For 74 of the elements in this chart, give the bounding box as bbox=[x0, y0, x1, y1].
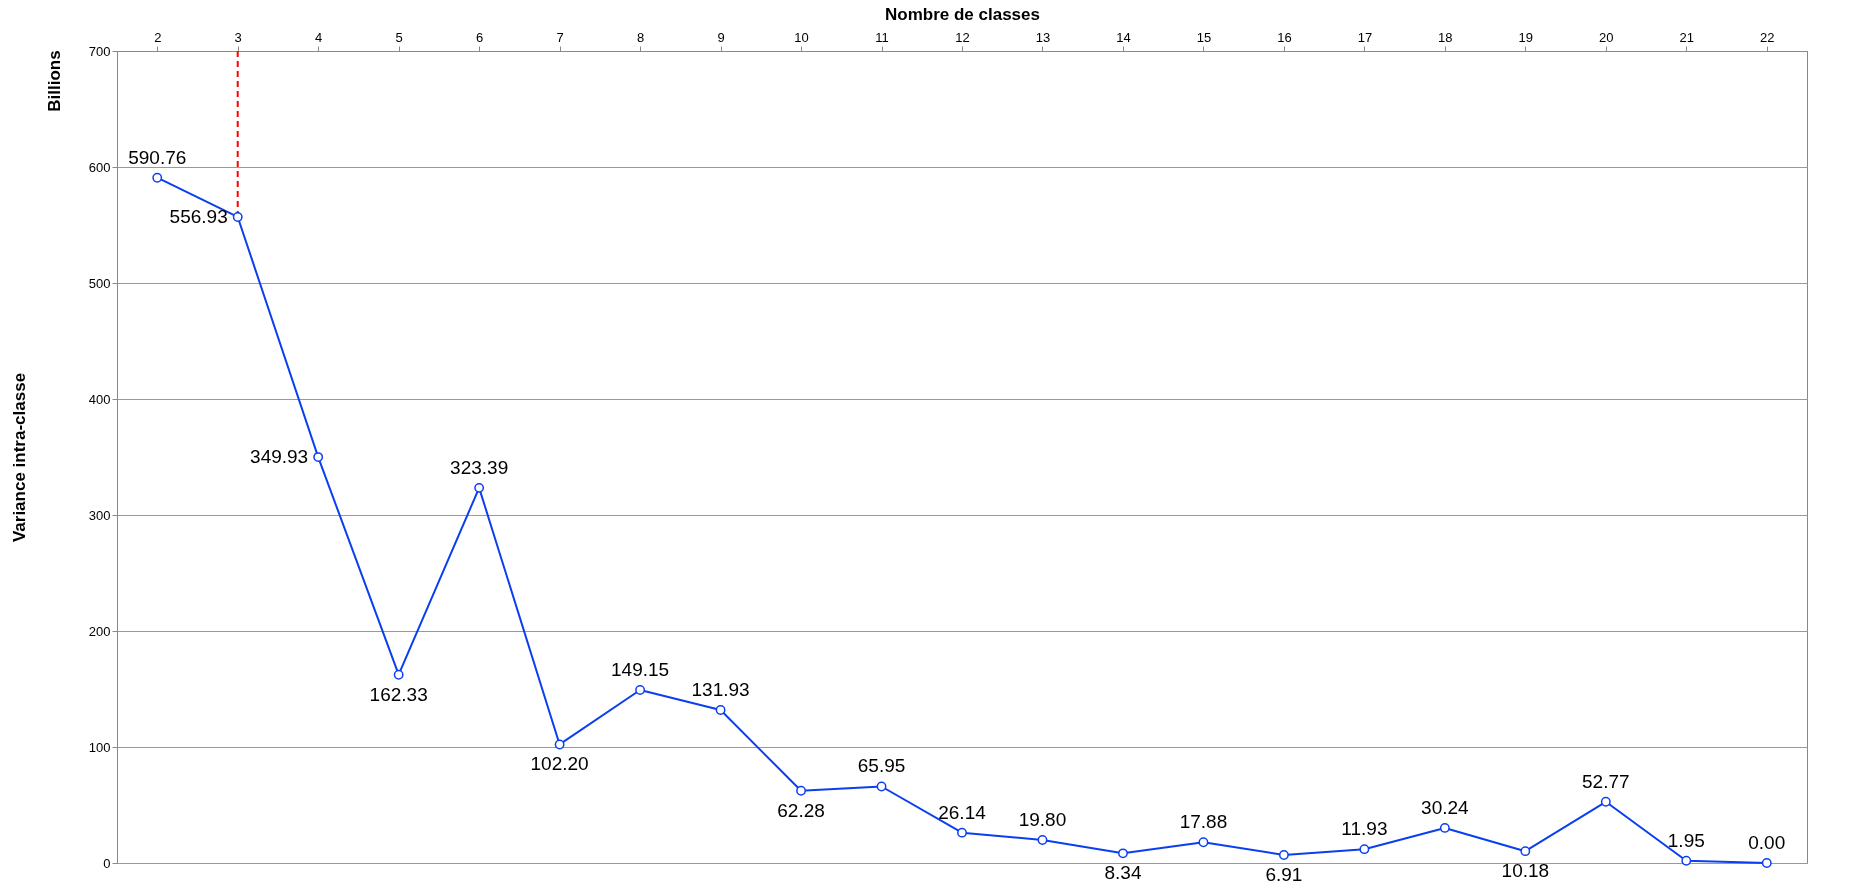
text: Billions bbox=[45, 50, 64, 112]
point bbox=[1520, 846, 1531, 857]
data-label: 30.24 bbox=[1421, 796, 1470, 818]
x-tick-label: 14 bbox=[1116, 29, 1131, 45]
x-tick-label: 3 bbox=[234, 29, 242, 45]
data-label: 65.95 bbox=[857, 755, 906, 777]
x-tick-label: 19 bbox=[1518, 29, 1534, 45]
point bbox=[313, 452, 324, 463]
point bbox=[1761, 858, 1772, 868]
point bbox=[152, 172, 163, 183]
y-tick-label: 300 bbox=[88, 507, 111, 523]
y-tick-label: 600 bbox=[88, 159, 111, 175]
point bbox=[635, 685, 646, 695]
data-label: 17.88 bbox=[1179, 811, 1228, 833]
point bbox=[232, 212, 243, 222]
x-tick-label: 11 bbox=[875, 29, 889, 45]
x-tick-label: 5 bbox=[395, 29, 403, 45]
x-tick-label: 20 bbox=[1599, 29, 1614, 45]
data-label: 1.95 bbox=[1667, 829, 1705, 851]
data-label: 10.18 bbox=[1501, 860, 1550, 882]
data-label: 323.39 bbox=[450, 456, 509, 478]
data-label: 149.15 bbox=[611, 658, 670, 680]
point bbox=[957, 827, 967, 838]
x-tick-label: 18 bbox=[1438, 29, 1453, 45]
point bbox=[1681, 855, 1692, 866]
data-label: 102.20 bbox=[530, 753, 589, 775]
point bbox=[554, 739, 565, 750]
x-tick-label: 8 bbox=[636, 29, 645, 45]
x-tick-label: 10 bbox=[794, 29, 809, 45]
data-label: 52.77 bbox=[1582, 770, 1630, 792]
data-label: 11.93 bbox=[1341, 818, 1388, 840]
x-tick-label: 12 bbox=[955, 29, 970, 45]
y-tick-label: 500 bbox=[88, 275, 111, 291]
y-tick-label: 0 bbox=[103, 855, 111, 871]
y-axis-title: Variance intra-classe bbox=[9, 372, 29, 543]
x-tick-label: 13 bbox=[1035, 29, 1051, 45]
x-tick-label: 21 bbox=[1679, 29, 1695, 45]
point bbox=[474, 482, 485, 493]
x-tick-label: 2 bbox=[154, 29, 162, 45]
x-tick-label: 6 bbox=[476, 29, 484, 45]
data-label: 590.76 bbox=[128, 146, 187, 168]
y-tick-label: 100 bbox=[88, 739, 111, 755]
data-label: 19.80 bbox=[1018, 809, 1067, 831]
data-label: 6.91 bbox=[1265, 863, 1303, 882]
point bbox=[876, 781, 887, 792]
point bbox=[796, 785, 806, 796]
data-label: 0.00 bbox=[1748, 832, 1786, 853]
data-label: 349.93 bbox=[250, 446, 309, 468]
x-tick-label: 22 bbox=[1760, 29, 1775, 45]
data-label: 8.34 bbox=[1104, 862, 1142, 882]
point bbox=[1278, 850, 1289, 860]
x-tick-label: 9 bbox=[717, 29, 725, 45]
x-tick-label: 16 bbox=[1277, 29, 1292, 45]
x-tick-label: 7 bbox=[556, 29, 564, 45]
data-label: 62.28 bbox=[777, 799, 825, 821]
data-label: 26.14 bbox=[938, 801, 987, 823]
data-label: 131.93 bbox=[691, 678, 750, 700]
data-label: 556.93 bbox=[169, 205, 228, 227]
y-tick-label: 400 bbox=[88, 391, 111, 407]
x-tick-label: 17 bbox=[1357, 29, 1373, 45]
point bbox=[1439, 823, 1450, 833]
point bbox=[393, 669, 404, 680]
point bbox=[1198, 837, 1209, 848]
point bbox=[1037, 835, 1048, 845]
x-tick-label: 4 bbox=[315, 29, 323, 45]
point bbox=[1118, 848, 1128, 859]
x-axis-title: Nombre de classes bbox=[885, 4, 1040, 24]
y-tick-label: 200 bbox=[88, 623, 111, 639]
y-tick-label: 700 bbox=[88, 43, 111, 59]
point bbox=[715, 705, 726, 715]
data-label: 162.33 bbox=[369, 683, 428, 705]
point bbox=[1600, 796, 1611, 807]
point bbox=[1359, 844, 1370, 855]
x-tick-label: 15 bbox=[1196, 29, 1212, 45]
